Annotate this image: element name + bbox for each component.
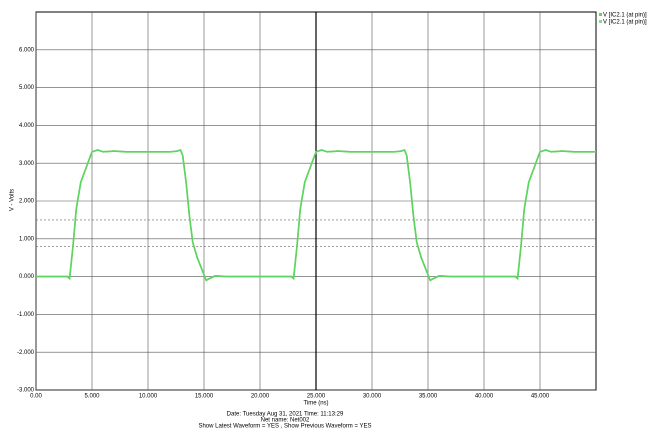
footer-line: Show Latest Waveform = YES , Show Previo… — [198, 424, 371, 430]
x-tick-label: 35.000 — [419, 394, 438, 400]
y-tick-label: 1.000 — [19, 236, 35, 242]
y-axis-label: V - Volts — [10, 189, 16, 211]
x-tick-label: 0.00 — [30, 394, 42, 400]
legend-label: V [IC2.1 (at pin)] — [603, 20, 647, 26]
x-tick-label: 40.000 — [475, 394, 494, 400]
legend-swatch — [599, 13, 602, 16]
y-tick-label: 2.000 — [19, 199, 35, 205]
x-tick-label: 20.000 — [251, 394, 270, 400]
footer-line: Date: Tuesday Aug 31, 2021 Time: 11:13:2… — [227, 412, 344, 418]
y-tick-label: -1.000 — [17, 312, 35, 318]
y-tick-label: 6.000 — [19, 47, 35, 53]
footer-line: Net name: Net002 — [261, 418, 310, 424]
x-axis-label: Time (ns) — [303, 401, 328, 407]
x-tick-label: 5.000 — [84, 394, 100, 400]
y-tick-label: 5.000 — [19, 85, 35, 91]
y-tick-label: 4.000 — [19, 123, 35, 129]
y-tick-label: 0.000 — [19, 274, 35, 280]
x-tick-label: 15.000 — [195, 394, 214, 400]
y-tick-label: -3.000 — [17, 388, 35, 394]
x-tick-label: 30.000 — [363, 394, 382, 400]
y-tick-label: -2.000 — [17, 350, 35, 356]
x-tick-label: 25.000 — [307, 394, 326, 400]
waveform — [36, 148, 596, 282]
legend-swatch — [599, 20, 602, 23]
y-tick-label: 3.000 — [19, 161, 35, 167]
x-tick-label: 45.000 — [531, 394, 550, 400]
legend-label: V [IC2.1 (at pin)] — [603, 13, 647, 19]
x-tick-label: 10.000 — [139, 394, 158, 400]
